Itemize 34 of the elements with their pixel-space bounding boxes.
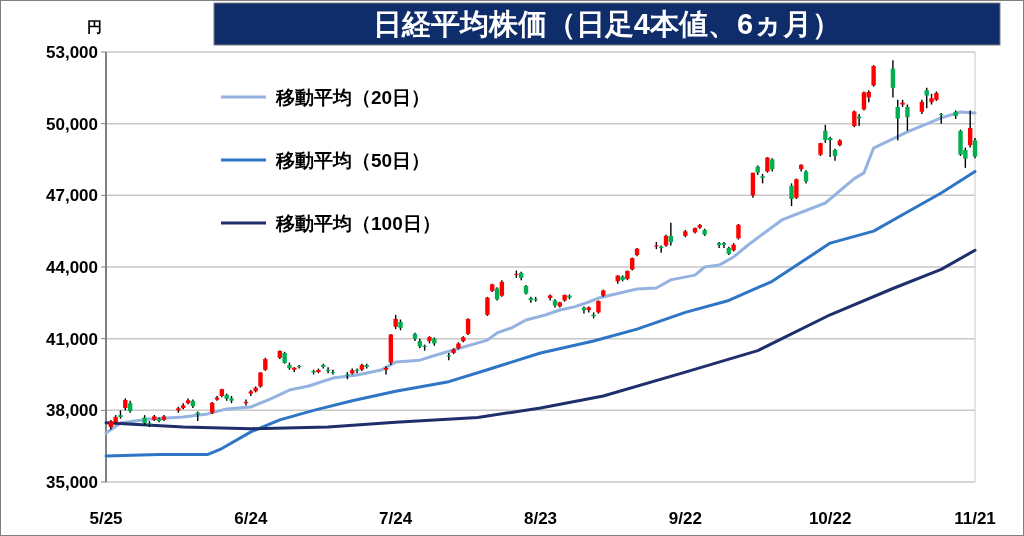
- line-series: [104, 169, 977, 458]
- chart-title: 日経平均株価（日足4本値、6ヵ月）: [372, 8, 842, 40]
- candlestick: [861, 90, 867, 112]
- candlestick: [789, 182, 794, 207]
- y-tick-label: 38,000: [46, 401, 98, 421]
- candlestick: [383, 365, 389, 376]
- x-tick-label: 11/21: [954, 509, 996, 528]
- x-tick-label: 6/24: [234, 509, 268, 528]
- candlestick: [890, 59, 896, 99]
- candlestick: [296, 364, 302, 370]
- candlestick: [905, 103, 910, 132]
- y-tick-label: 35,000: [46, 473, 98, 492]
- y-axis-title: 円: [86, 18, 102, 35]
- y-tick-label: 47,000: [46, 186, 98, 206]
- x-tick-label: 9/22: [668, 509, 702, 528]
- candlestick: [721, 241, 727, 249]
- candlestick: [972, 137, 978, 160]
- legend-label: 移動平均（100日）: [275, 213, 441, 234]
- y-tick-label: 44,000: [46, 258, 98, 277]
- y-tick-label: 50,000: [46, 114, 98, 134]
- candlestick: [485, 296, 490, 317]
- y-tick-label: 53,000: [46, 43, 98, 62]
- candlestick: [895, 99, 900, 142]
- x-tick-label: 7/24: [379, 509, 413, 528]
- candlestick: [871, 64, 876, 88]
- x-tick-label: 10/22: [808, 509, 852, 528]
- y-tick-label: 41,000: [46, 329, 98, 349]
- legend-label: 移動平均（50日）: [275, 150, 431, 171]
- line-series: [104, 110, 977, 435]
- x-tick-label: 5/25: [89, 509, 123, 528]
- candlestick: [330, 369, 336, 376]
- line-series: [104, 248, 977, 431]
- legend-label: 移動平均（20日）: [275, 87, 431, 108]
- x-tick-label: 8/23: [523, 509, 558, 528]
